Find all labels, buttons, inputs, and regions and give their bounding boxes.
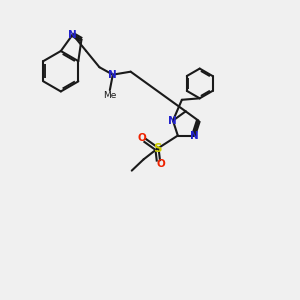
Text: Me: Me	[103, 91, 116, 100]
Text: O: O	[157, 159, 165, 169]
Text: N: N	[108, 70, 117, 80]
Text: N: N	[168, 116, 177, 126]
Text: S: S	[153, 142, 161, 155]
Text: O: O	[138, 133, 146, 142]
Text: N: N	[68, 29, 77, 40]
Text: N: N	[190, 130, 199, 141]
